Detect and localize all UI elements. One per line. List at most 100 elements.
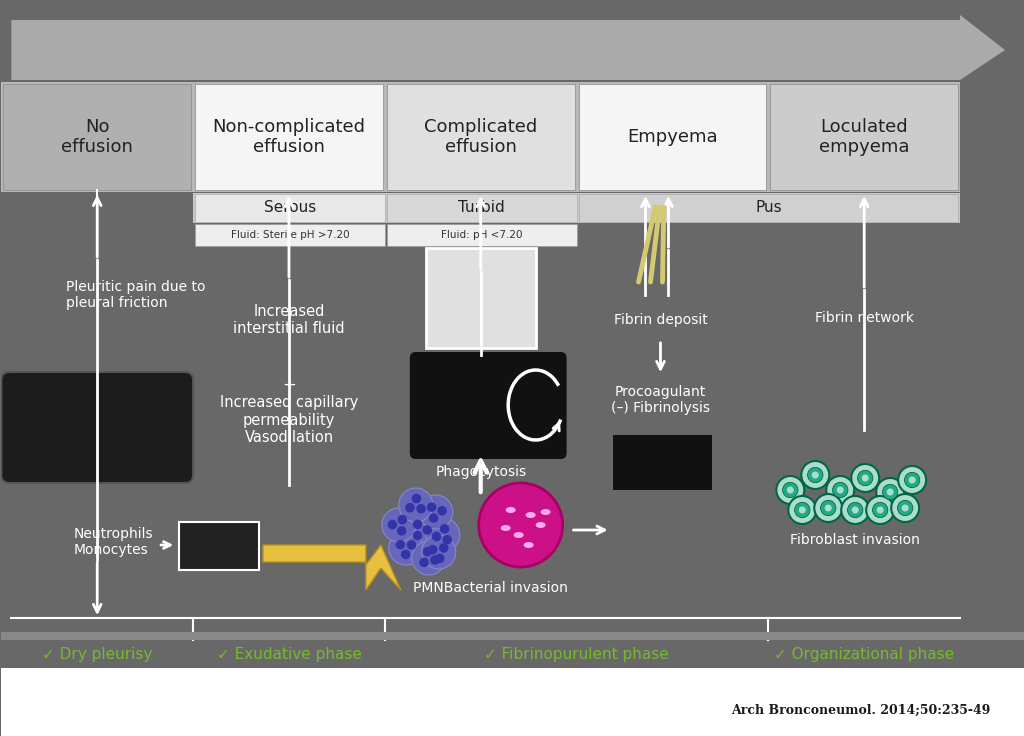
- Circle shape: [403, 513, 438, 547]
- Circle shape: [417, 504, 426, 514]
- Text: Complicated
effusion: Complicated effusion: [424, 118, 538, 157]
- Circle shape: [826, 476, 854, 504]
- Circle shape: [872, 502, 888, 517]
- Bar: [770, 84, 958, 190]
- Text: Loculated
empyema: Loculated empyema: [819, 118, 909, 157]
- Text: Inflammatory process
extending to
visceral pleura: Inflammatory process extending to viscer…: [22, 404, 173, 450]
- Circle shape: [413, 531, 422, 540]
- Circle shape: [397, 526, 407, 536]
- Circle shape: [898, 466, 926, 494]
- Circle shape: [837, 486, 844, 494]
- Text: Turbid: Turbid: [459, 200, 505, 216]
- Circle shape: [833, 482, 848, 498]
- Circle shape: [887, 489, 894, 495]
- Circle shape: [435, 553, 444, 563]
- Ellipse shape: [541, 509, 551, 515]
- Circle shape: [877, 506, 884, 514]
- Bar: [579, 84, 766, 190]
- Text: ✓ Fibrinopurulent phase: ✓ Fibrinopurulent phase: [484, 648, 669, 662]
- Circle shape: [842, 496, 869, 524]
- Polygon shape: [263, 545, 400, 590]
- Text: Fibrin network: Fibrin network: [815, 311, 913, 325]
- Circle shape: [814, 494, 842, 522]
- Ellipse shape: [525, 512, 536, 518]
- Ellipse shape: [514, 532, 523, 538]
- Text: Glucose
Lactic acid
CO₂: Glucose Lactic acid CO₂: [431, 382, 506, 428]
- Text: ↑ PAI
↓ t-PA: ↑ PAI ↓ t-PA: [642, 448, 683, 476]
- Bar: [3, 84, 191, 190]
- Text: Procoagulant
(–) Fibrinolysis: Procoagulant (–) Fibrinolysis: [611, 385, 710, 415]
- Circle shape: [426, 518, 460, 552]
- Circle shape: [413, 520, 422, 529]
- Circle shape: [389, 531, 423, 565]
- Circle shape: [852, 506, 859, 514]
- Text: Increased
interstitial fluid: Increased interstitial fluid: [233, 304, 345, 336]
- Circle shape: [422, 535, 456, 569]
- Circle shape: [883, 484, 898, 500]
- Text: Non-complicated
effusion: Non-complicated effusion: [212, 118, 366, 157]
- Ellipse shape: [501, 525, 511, 531]
- Circle shape: [478, 483, 562, 567]
- Text: Pus: Pus: [755, 200, 781, 216]
- Bar: [1, 82, 961, 192]
- Circle shape: [432, 532, 441, 541]
- Circle shape: [795, 502, 810, 517]
- Circle shape: [429, 513, 438, 523]
- Text: Serous: Serous: [264, 200, 316, 216]
- Bar: [196, 194, 385, 222]
- Bar: [196, 224, 385, 246]
- Circle shape: [419, 495, 453, 529]
- Circle shape: [437, 506, 446, 516]
- Circle shape: [812, 472, 819, 478]
- Bar: [612, 435, 713, 490]
- Circle shape: [877, 478, 904, 506]
- Circle shape: [427, 503, 436, 512]
- Circle shape: [382, 508, 416, 542]
- Circle shape: [395, 539, 406, 549]
- Polygon shape: [11, 15, 1005, 80]
- Circle shape: [388, 520, 397, 529]
- Circle shape: [862, 475, 868, 481]
- Circle shape: [788, 496, 816, 524]
- Circle shape: [897, 500, 912, 516]
- Text: ✓ Exudative phase: ✓ Exudative phase: [216, 648, 361, 662]
- Circle shape: [430, 555, 439, 565]
- Ellipse shape: [536, 522, 546, 528]
- Text: ↑ pH
↓ Glucose
↑ LDH: ↑ pH ↓ Glucose ↑ LDH: [446, 277, 515, 319]
- Bar: [1, 632, 1024, 640]
- Circle shape: [428, 545, 437, 554]
- FancyBboxPatch shape: [410, 352, 566, 459]
- Text: Fibroblast invasion: Fibroblast invasion: [791, 533, 921, 547]
- Text: No
effusion: No effusion: [61, 118, 133, 157]
- Circle shape: [824, 504, 831, 512]
- Text: ✓ Dry pleurisy: ✓ Dry pleurisy: [42, 648, 153, 662]
- Text: Pleuritic pain due to
pleural friction: Pleuritic pain due to pleural friction: [67, 280, 206, 310]
- Text: PMNBacterial invasion: PMNBacterial invasion: [414, 581, 568, 595]
- Circle shape: [776, 476, 804, 504]
- Text: Neutrophils
Monocytes: Neutrophils Monocytes: [74, 527, 153, 557]
- Circle shape: [902, 504, 908, 512]
- Bar: [387, 194, 577, 222]
- FancyBboxPatch shape: [1, 372, 194, 483]
- Circle shape: [423, 547, 432, 556]
- Circle shape: [851, 464, 880, 492]
- Circle shape: [412, 541, 445, 575]
- Text: Empyema: Empyema: [627, 128, 718, 146]
- Circle shape: [406, 503, 415, 512]
- Circle shape: [820, 500, 836, 516]
- Circle shape: [412, 494, 421, 503]
- Text: IL-8
TNF-α: IL-8 TNF-α: [201, 532, 238, 560]
- Circle shape: [808, 467, 823, 483]
- Circle shape: [407, 540, 417, 550]
- Bar: [179, 522, 259, 570]
- Bar: [194, 193, 961, 223]
- Circle shape: [857, 470, 872, 486]
- Circle shape: [904, 473, 920, 488]
- Text: +: +: [282, 376, 296, 394]
- Bar: [579, 194, 958, 222]
- Text: Increased capillary
permeability
Vasodilation: Increased capillary permeability Vasodil…: [220, 395, 358, 445]
- Text: ✓ Organizational phase: ✓ Organizational phase: [774, 648, 954, 662]
- Circle shape: [400, 550, 411, 559]
- Circle shape: [891, 494, 920, 522]
- Bar: [196, 84, 383, 190]
